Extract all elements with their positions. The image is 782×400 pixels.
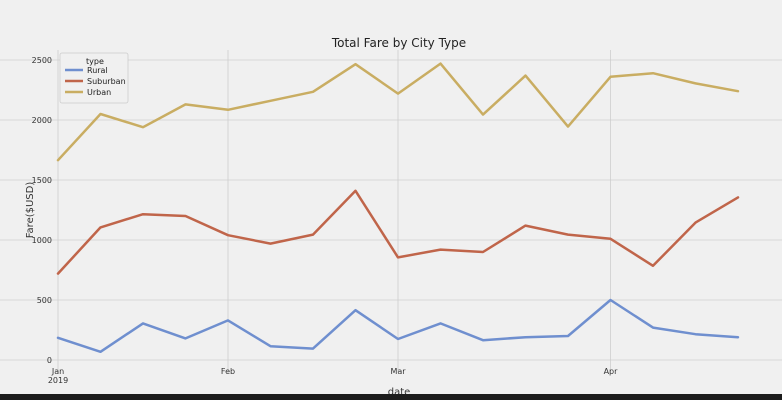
series-line-urban <box>56 62 740 162</box>
y-tick-label: 2000 <box>32 116 52 125</box>
grid-lines <box>0 50 782 372</box>
y-axis-label: Fare($USD) <box>25 182 36 239</box>
x-tick-label: Jan <box>51 367 64 376</box>
legend-title: type <box>86 57 104 66</box>
series-line-suburban <box>56 189 740 275</box>
legend-box <box>59 52 129 104</box>
legend-label-suburban: Suburban <box>87 77 126 86</box>
y-tick-label: 1500 <box>32 176 52 185</box>
legend-label-rural: Rural <box>87 66 108 75</box>
x-tick-label: Apr <box>604 367 619 376</box>
window-bottom-edge <box>0 394 782 400</box>
legend-label-urban: Urban <box>87 88 111 97</box>
y-tick-label: 500 <box>37 296 52 305</box>
x-tick-label: Feb <box>221 367 235 376</box>
x-tick-sublabel: 2019 <box>48 376 68 385</box>
y-tick-label: 0 <box>47 356 52 365</box>
y-tick-labels: 0 500 1000 1500 2000 2500 <box>32 56 52 365</box>
y-tick-label: 2500 <box>32 56 52 65</box>
x-tick-label: Mar <box>390 367 406 376</box>
chart-title: Total Fare by City Type <box>331 36 466 50</box>
y-tick-label: 1000 <box>32 236 52 245</box>
series-line-rural <box>56 298 740 354</box>
legend: type Rural Suburban Urban <box>59 52 129 104</box>
series-layer <box>56 62 740 354</box>
x-axis-label: date <box>388 387 411 398</box>
